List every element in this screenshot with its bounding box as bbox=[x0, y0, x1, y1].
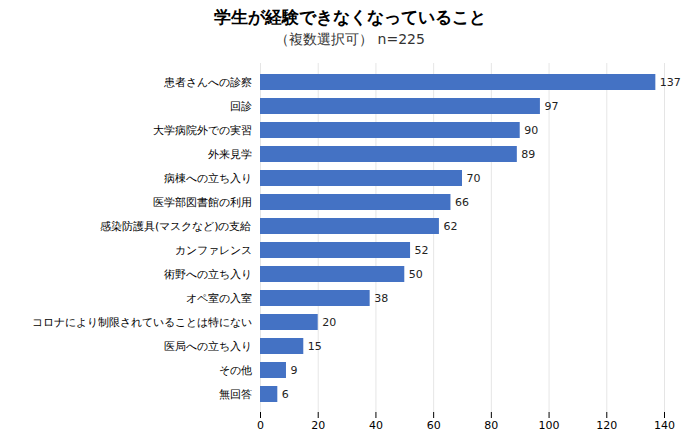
svg-text:9: 9 bbox=[290, 364, 297, 377]
svg-text:回診: 回診 bbox=[230, 100, 252, 113]
svg-text:医学部図書館の利用: 医学部図書館の利用 bbox=[153, 196, 252, 209]
svg-text:大学病院外での実習: 大学病院外での実習 bbox=[153, 124, 252, 137]
svg-text:20: 20 bbox=[322, 316, 336, 329]
svg-text:0: 0 bbox=[257, 419, 264, 432]
svg-text:120: 120 bbox=[596, 419, 617, 432]
svg-text:90: 90 bbox=[524, 124, 538, 137]
svg-text:カンファレンス: カンファレンス bbox=[175, 244, 252, 257]
svg-text:6: 6 bbox=[282, 388, 289, 401]
svg-text:137: 137 bbox=[660, 76, 681, 89]
svg-text:その他: その他 bbox=[219, 364, 252, 377]
svg-text:80: 80 bbox=[484, 419, 498, 432]
svg-text:患者さんへの診察: 患者さんへの診察 bbox=[163, 76, 252, 89]
svg-text:無回答: 無回答 bbox=[219, 388, 252, 401]
svg-text:97: 97 bbox=[544, 100, 558, 113]
svg-text:62: 62 bbox=[443, 220, 457, 233]
svg-text:外来見学: 外来見学 bbox=[208, 148, 252, 161]
svg-text:50: 50 bbox=[409, 268, 423, 281]
svg-text:100: 100 bbox=[539, 419, 560, 432]
svg-text:術野への立ち入り: 術野への立ち入り bbox=[164, 268, 252, 281]
svg-text:38: 38 bbox=[374, 292, 388, 305]
html-text:学生が経験できなくなっていること: 学生が経験できなくなっていること bbox=[214, 7, 486, 27]
svg-text:60: 60 bbox=[427, 419, 441, 432]
svg-text:病棟への立ち入り: 病棟への立ち入り bbox=[164, 172, 252, 185]
svg-text:89: 89 bbox=[521, 148, 535, 161]
svg-text:オペ室の入室: オペ室の入室 bbox=[186, 292, 252, 305]
svg-text:20: 20 bbox=[311, 419, 325, 432]
svg-text:感染防護具(マスクなど)の支給: 感染防護具(マスクなど)の支給 bbox=[100, 220, 252, 233]
svg-text:66: 66 bbox=[455, 196, 469, 209]
svg-text:40: 40 bbox=[369, 419, 383, 432]
svg-text:医局への立ち入り: 医局への立ち入り bbox=[164, 340, 252, 353]
svg-text:70: 70 bbox=[467, 172, 481, 185]
svg-text:52: 52 bbox=[415, 244, 429, 257]
svg-text:140: 140 bbox=[654, 419, 675, 432]
svg-text:15: 15 bbox=[308, 340, 322, 353]
html-text:（複数選択可） n=225: （複数選択可） n=225 bbox=[275, 31, 425, 47]
svg-text:コロナにより制限されていることは特にない: コロナにより制限されていることは特にない bbox=[32, 316, 252, 329]
